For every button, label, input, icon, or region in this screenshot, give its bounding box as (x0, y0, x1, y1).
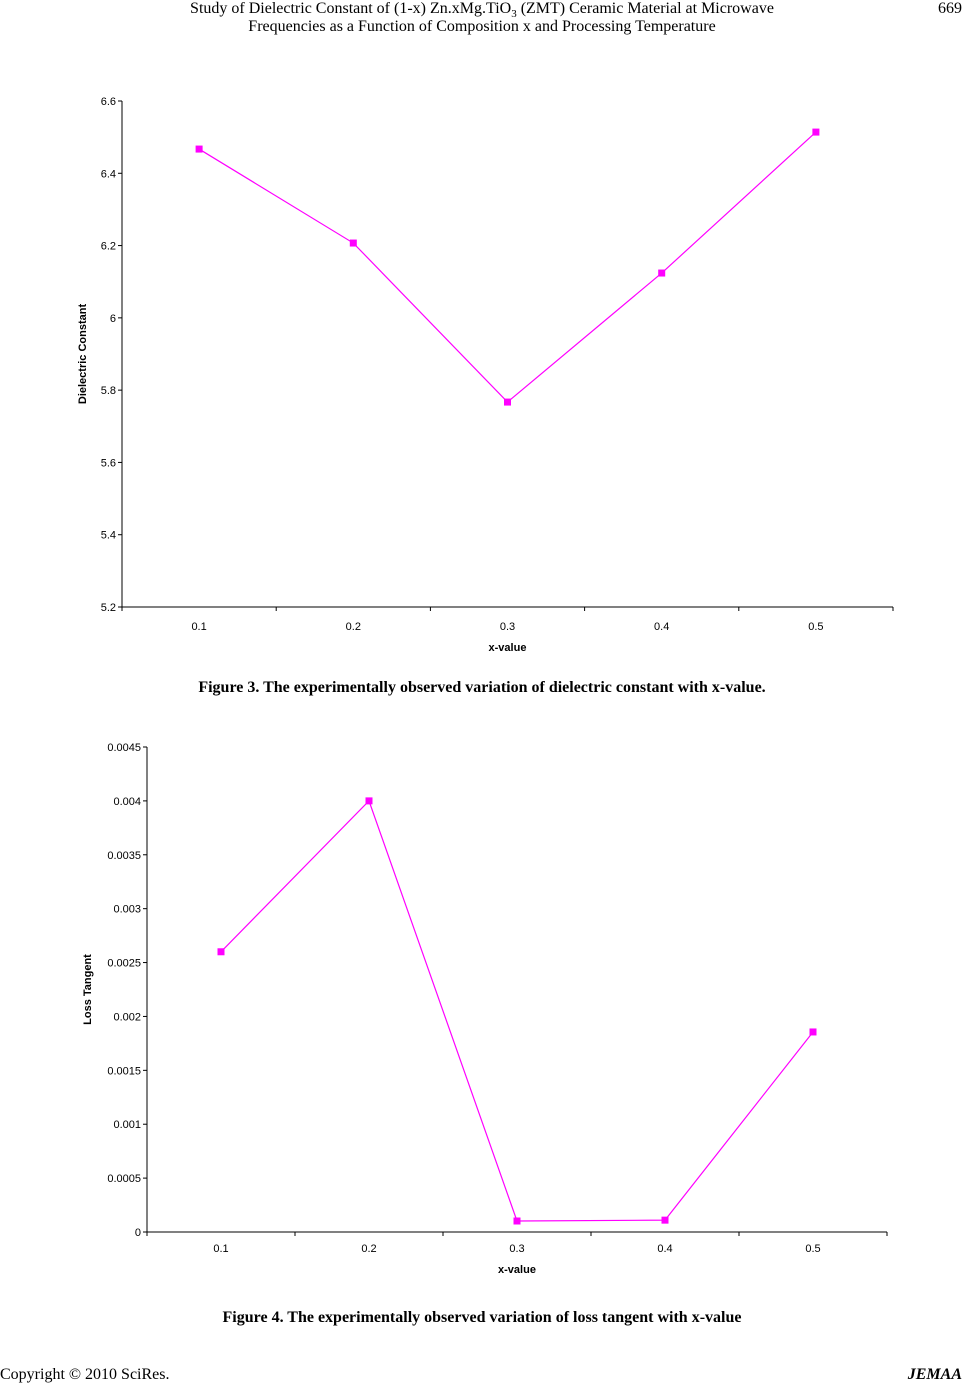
title-part: (ZMT) Ceramic Material at Microwave (516, 0, 774, 17)
running-title-line2: Frequencies as a Function of Composition… (248, 18, 716, 35)
x-tick-label: 0.3 (509, 1243, 524, 1255)
x-axis-label: x-value (498, 1264, 536, 1276)
data-point (217, 948, 225, 956)
y-tick-label: 5.4 (101, 530, 116, 542)
journal-name: JEMAA (907, 1366, 962, 1383)
x-tick-label: 0.4 (657, 1243, 672, 1255)
data-point (195, 145, 203, 153)
title-subscript: 3 (511, 8, 517, 21)
figure-3-caption: Figure 3. The experimentally observed va… (198, 679, 766, 696)
data-point (513, 1217, 521, 1225)
x-tick-label: 0.5 (808, 621, 823, 633)
series-line (198, 131, 817, 403)
y-tick-label: 0.001 (113, 1119, 141, 1131)
title-part: Study of Dielectric Constant of (1-x) Zn… (190, 0, 512, 17)
y-tick-label: 6.6 (101, 96, 116, 108)
data-point (658, 269, 666, 277)
data-point (812, 128, 820, 136)
y-tick-label: 0.0035 (107, 850, 141, 862)
x-tick-label: 0.1 (191, 621, 206, 633)
x-tick-label: 0.2 (361, 1243, 376, 1255)
x-tick-label: 0.2 (346, 621, 361, 633)
y-tick-label: 5.6 (101, 457, 116, 469)
y-tick-label: 5.2 (101, 602, 116, 614)
data-point (365, 797, 373, 805)
figure-4-caption: Figure 4. The experimentally observed va… (222, 1309, 742, 1326)
data-point (349, 239, 357, 247)
x-tick-label: 0.4 (654, 621, 669, 633)
y-tick-label: 6.2 (101, 241, 116, 253)
y-axis-label: Loss Tangent (82, 954, 94, 1025)
y-tick-label: 6 (110, 313, 116, 325)
y-tick-label: 0.0045 (107, 742, 141, 754)
data-point (661, 1216, 669, 1224)
y-tick-label: 0.002 (113, 1011, 141, 1023)
y-tick-label: 0.004 (113, 796, 141, 808)
x-tick-label: 0.3 (500, 621, 515, 633)
y-tick-label: 0 (135, 1227, 141, 1239)
data-point (504, 398, 511, 406)
y-tick-label: 6.4 (101, 168, 116, 180)
copyright: Copyright © 2010 SciRes. (0, 1366, 170, 1383)
x-axis-label: x-value (489, 642, 527, 654)
page-number: 669 (938, 0, 962, 17)
series-line (220, 799, 814, 1222)
y-tick-label: 0.0005 (107, 1173, 141, 1185)
y-tick-label: 0.003 (113, 904, 141, 916)
x-tick-label: 0.1 (213, 1243, 228, 1255)
data-point (809, 1028, 817, 1036)
running-title-line1: Study of Dielectric Constant of (1-x) Zn… (0, 0, 964, 20)
y-axis-label: Dielectric Constant (77, 304, 89, 405)
y-tick-label: 0.0015 (107, 1065, 141, 1077)
y-tick-label: 0.0025 (107, 958, 141, 970)
y-tick-label: 5.8 (101, 385, 116, 397)
x-tick-label: 0.5 (805, 1243, 820, 1255)
